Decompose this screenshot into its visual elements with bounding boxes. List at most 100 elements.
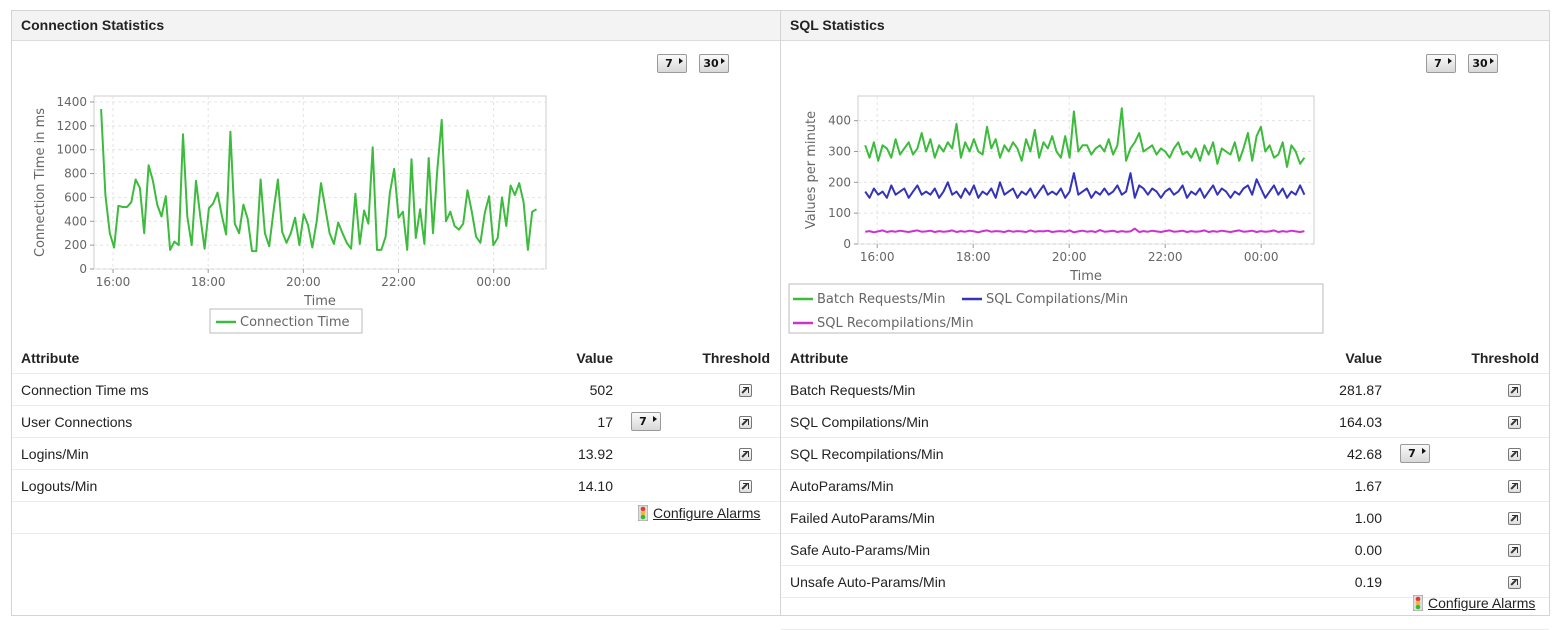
value-header: Value — [1090, 342, 1382, 374]
table-row: SQL Recompilations/Min 42.68 7 — [781, 437, 1549, 470]
threshold-header: Threshold — [673, 342, 780, 374]
attribute-value: 1.67 — [1090, 469, 1382, 502]
attribute-name: Batch Requests/Min — [781, 373, 1090, 406]
x-tick-label: 20:00 — [1052, 250, 1087, 264]
attribute-value: 0.00 — [1090, 533, 1382, 566]
table-row: Logins/Min 13.92 — [12, 437, 780, 470]
attribute-name: SQL Compilations/Min — [781, 405, 1090, 438]
threshold-edit-icon[interactable] — [1508, 480, 1521, 494]
legend-label: SQL Compilations/Min — [986, 292, 1128, 307]
threshold-edit-icon[interactable] — [1508, 448, 1521, 462]
configure-alarms-link[interactable]: Configure Alarms — [653, 505, 761, 521]
table-row: Unsafe Auto-Params/Min 0.19 — [781, 565, 1549, 598]
table-row: SQL Compilations/Min 164.03 — [781, 405, 1549, 438]
y-tick-label: 300 — [828, 145, 851, 159]
table-row: Connection Time ms 502 — [12, 373, 780, 406]
legend-box — [788, 283, 1324, 334]
table-row: User Connections 17 7 — [12, 405, 780, 438]
y-tick-label: 800 — [64, 167, 87, 181]
threshold-edit-icon[interactable] — [1508, 544, 1521, 558]
attribute-name: SQL Recompilations/Min — [781, 437, 1090, 470]
30-day-report-button[interactable]: 30 — [1468, 54, 1498, 73]
panel-title: SQL Statistics — [781, 11, 1549, 41]
y-tick-label: 1200 — [56, 119, 87, 133]
attribute-name: Safe Auto-Params/Min — [781, 533, 1090, 566]
attribute-value: 164.03 — [1090, 405, 1382, 438]
attribute-name: User Connections — [12, 405, 321, 438]
y-tick-label: 0 — [79, 262, 87, 276]
y-axis-label: Values per minute — [804, 111, 819, 229]
legend-label: Connection Time — [240, 315, 350, 330]
table-row: Failed AutoParams/Min 1.00 — [781, 501, 1549, 534]
attribute-name: Logouts/Min — [12, 469, 321, 502]
attribute-header: Attribute — [12, 342, 321, 374]
y-tick-label: 100 — [828, 206, 851, 220]
attribute-value: 17 — [321, 405, 613, 438]
panel-title: Connection Statistics — [12, 11, 780, 41]
attribute-value: 502 — [321, 373, 613, 406]
attribute-name: Failed AutoParams/Min — [781, 501, 1090, 534]
7-day-report-button[interactable]: 7 — [631, 412, 661, 431]
sql-attributes-table: Attribute Value Threshold Batch Requests… — [781, 342, 1549, 630]
threshold-edit-icon[interactable] — [1508, 576, 1521, 590]
y-tick-label: 0 — [843, 237, 851, 251]
legend-label: SQL Recompilations/Min — [817, 316, 974, 331]
table-header-row: Attribute Value Threshold — [12, 342, 780, 374]
sql-statistics-panel: SQL Statistics 7 30 0 100 200 300 400 16:00 18… — [780, 10, 1550, 630]
attribute-value: 0.19 — [1090, 565, 1382, 598]
x-axis-label: Time — [1069, 269, 1102, 284]
threshold-edit-icon[interactable] — [1508, 384, 1521, 398]
x-tick-label: 16:00 — [96, 275, 131, 289]
x-tick-label: 00:00 — [476, 275, 511, 289]
attribute-name: Connection Time ms — [12, 373, 321, 406]
7-day-report-button[interactable]: 7 — [1426, 54, 1456, 73]
attribute-value: 1.00 — [1090, 501, 1382, 534]
table-row: AutoParams/Min 1.67 — [781, 469, 1549, 502]
7-day-report-button[interactable]: 7 — [1400, 444, 1430, 463]
series-line-1 — [864, 107, 1306, 168]
connection-attributes-table: Attribute Value Threshold Connection Tim… — [12, 342, 780, 534]
connection-statistics-panel: Connection Statistics 7 30 0 200 400 600 800… — [11, 10, 781, 616]
traffic-light-icon — [638, 505, 648, 522]
attribute-value: 13.92 — [321, 437, 613, 470]
y-tick-label: 600 — [64, 190, 87, 204]
x-tick-label: 20:00 — [286, 275, 321, 289]
value-header: Value — [321, 342, 613, 374]
attribute-value: 14.10 — [321, 469, 613, 502]
attribute-value: 281.87 — [1090, 373, 1382, 406]
plot-area — [93, 95, 547, 270]
threshold-edit-icon[interactable] — [1508, 416, 1521, 430]
x-axis-label: Time — [303, 294, 336, 309]
table-row: Logouts/Min 14.10 — [12, 469, 780, 502]
configure-alarms: Configure Alarms — [638, 505, 760, 522]
legend-label: Batch Requests/Min — [817, 292, 946, 307]
attribute-name: AutoParams/Min — [781, 469, 1090, 502]
y-axis-label: Connection Time in ms — [33, 108, 48, 257]
table-header-row: Attribute Value Threshold — [781, 342, 1549, 374]
x-tick-label: 18:00 — [956, 250, 991, 264]
threshold-header: Threshold — [1442, 342, 1549, 374]
y-tick-label: 1400 — [56, 95, 87, 109]
series-line-3 — [865, 227, 1305, 234]
y-tick-label: 200 — [64, 238, 87, 252]
7-day-report-button[interactable]: 7 — [657, 54, 687, 73]
y-tick-label: 200 — [828, 175, 851, 189]
sql-statistics-chart: 0 100 200 300 400 16:00 18:00 20:00 22:00 00:00 Ti… — [788, 95, 1324, 334]
y-tick-label: 1000 — [56, 143, 87, 157]
table-row: Safe Auto-Params/Min 0.00 — [781, 533, 1549, 566]
plot-area — [857, 95, 1315, 245]
x-tick-label: 22:00 — [381, 275, 416, 289]
table-row: Batch Requests/Min 281.87 — [781, 373, 1549, 406]
threshold-edit-icon[interactable] — [739, 416, 752, 430]
configure-alarms: Configure Alarms — [1413, 595, 1535, 612]
30-day-report-button[interactable]: 30 — [699, 54, 729, 73]
threshold-edit-icon[interactable] — [1508, 512, 1521, 526]
x-tick-label: 22:00 — [1148, 250, 1183, 264]
configure-alarms-link[interactable]: Configure Alarms — [1428, 595, 1536, 611]
threshold-edit-icon[interactable] — [739, 384, 752, 398]
threshold-edit-icon[interactable] — [739, 448, 752, 462]
threshold-edit-icon[interactable] — [739, 480, 752, 494]
attribute-name: Unsafe Auto-Params/Min — [781, 565, 1090, 598]
y-tick-label: 400 — [64, 214, 87, 228]
connection-time-chart: 0 200 400 600 800 1000 1200 1400 16:00 18:00 20:00… — [33, 95, 547, 334]
